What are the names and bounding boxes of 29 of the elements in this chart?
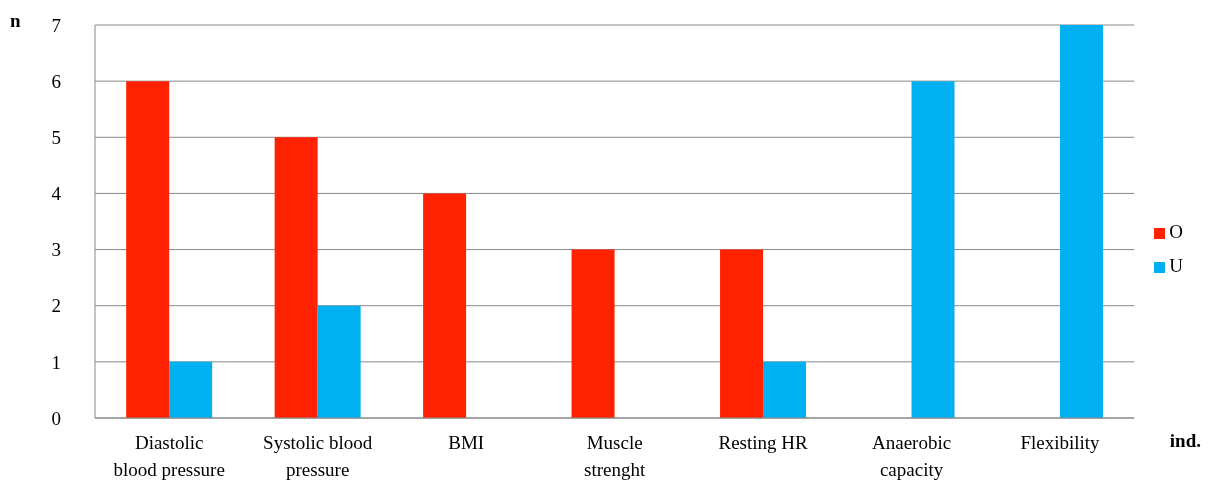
x-tick-label: Diastolic blood pressure — [113, 432, 225, 480]
x-tick-label: Flexibility — [1020, 432, 1101, 453]
legend-label: U — [1169, 255, 1183, 276]
y-tick-label: 0 — [51, 407, 61, 429]
bar — [720, 249, 764, 418]
x-tick-label: Muscle strenght — [584, 432, 646, 480]
y-tick-label: 5 — [51, 127, 61, 149]
bar — [169, 361, 213, 418]
bar — [274, 137, 318, 418]
y-axis-title: n — [10, 10, 21, 32]
bar — [126, 81, 170, 418]
x-tick-label: Systolic blood pressure — [263, 432, 373, 480]
legend-label: O — [1169, 221, 1183, 242]
bar — [317, 305, 361, 418]
x-tick-label: Resting HR — [718, 432, 809, 453]
y-tick-label: 6 — [51, 70, 61, 92]
y-tick-label: 2 — [51, 295, 61, 317]
bar — [571, 249, 615, 418]
x-axis-title: ind. — [1169, 430, 1201, 452]
y-tick-label: 3 — [51, 239, 61, 261]
y-tick-label: 1 — [51, 351, 61, 373]
bar — [763, 361, 807, 418]
bar — [911, 81, 955, 418]
bar — [1059, 25, 1103, 418]
x-tick-label: Anaerobic capacity — [872, 432, 952, 480]
bar — [423, 193, 467, 418]
y-tick-label: 4 — [51, 183, 62, 205]
x-tick-label: BMI — [448, 432, 485, 453]
y-tick-label: 7 — [51, 14, 61, 36]
